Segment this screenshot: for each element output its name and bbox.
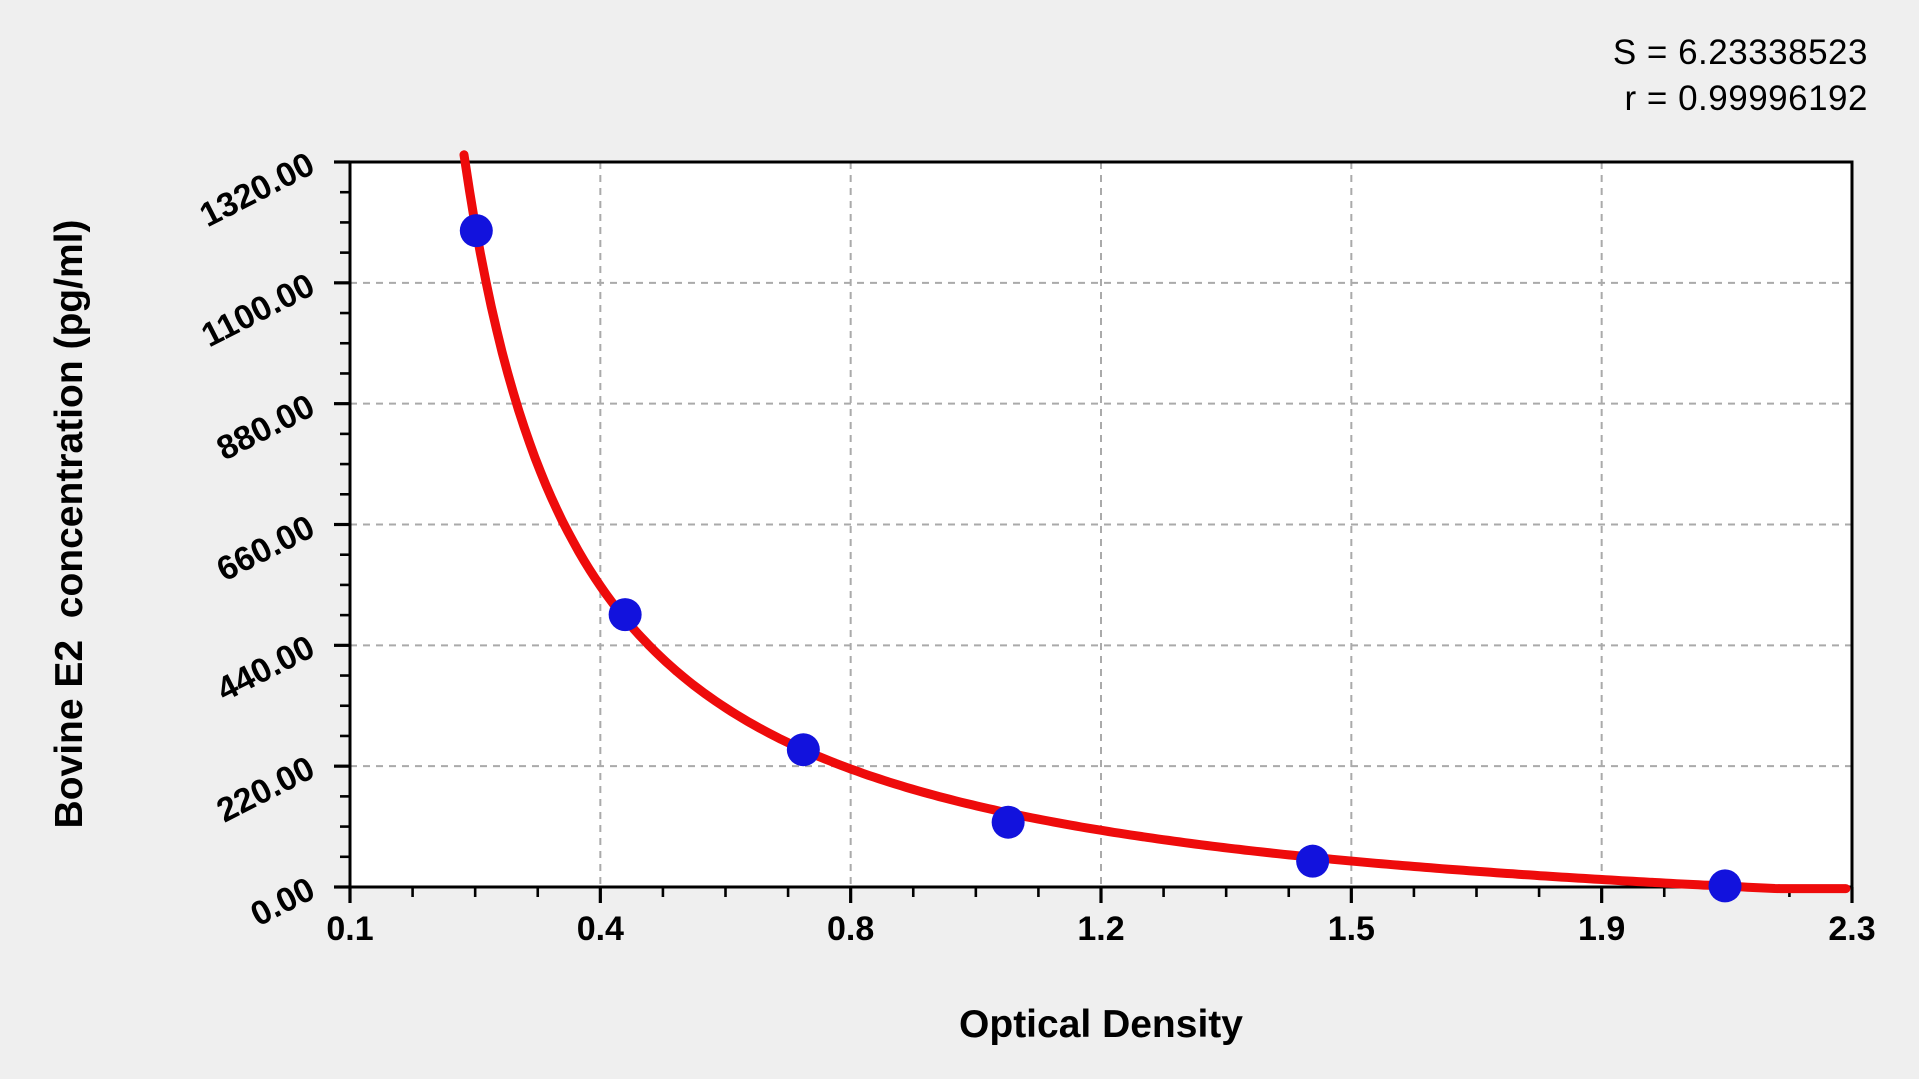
data-point <box>608 598 642 632</box>
x-tick-label: 2.3 <box>1828 910 1876 948</box>
x-tick-label: 0.1 <box>326 910 374 948</box>
r-value-text: r = 0.99996192 <box>1624 79 1868 118</box>
fit-curve <box>459 150 1851 894</box>
s-value-text: S = 6.23338523 <box>1612 33 1868 72</box>
data-point <box>991 805 1025 839</box>
x-axis-title: Optical Density <box>959 1003 1243 1046</box>
x-tick-label: 0.8 <box>827 910 875 948</box>
data-point <box>786 733 820 767</box>
x-tick-label: 1.5 <box>1327 910 1375 948</box>
data-point <box>459 214 493 248</box>
x-tick-label: 1.9 <box>1578 910 1626 948</box>
x-tick-label: 1.2 <box>1077 910 1125 948</box>
y-axis-title: Bovine E2 concentration (pg/ml) <box>48 219 91 829</box>
x-tick-label: 0.4 <box>576 910 624 948</box>
data-point <box>1708 869 1742 903</box>
fit-statistics: S = 6.23338523 r = 0.99996192 <box>1613 30 1868 122</box>
plot-border <box>348 160 1854 889</box>
data-point <box>1296 844 1330 878</box>
